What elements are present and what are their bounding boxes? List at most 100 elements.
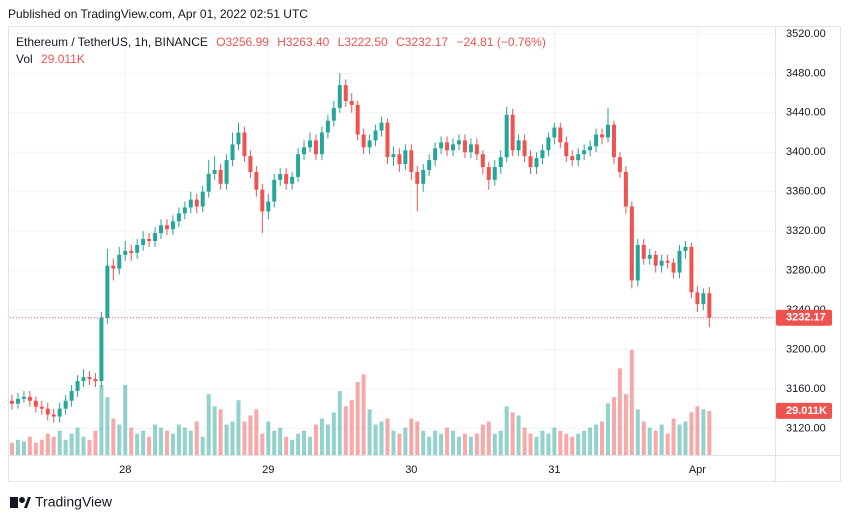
candle-body (492, 167, 497, 180)
volume-bar (57, 430, 62, 455)
volume-bar (594, 424, 599, 455)
candle-body (63, 400, 68, 409)
volume-bar (498, 430, 503, 455)
candle-body (290, 176, 295, 184)
candle-body (409, 150, 414, 172)
candle-body (552, 127, 557, 138)
candle-body (606, 124, 610, 138)
volume-bar (266, 421, 271, 455)
candle-body (69, 390, 74, 401)
volume-bar (200, 436, 205, 455)
volume-bar (480, 424, 485, 455)
volume-bar (284, 436, 289, 455)
candle-body (373, 130, 378, 141)
volume-bar (540, 430, 545, 455)
candle-body (695, 292, 700, 305)
candle-body (33, 400, 38, 407)
volume-bar (606, 403, 610, 455)
volume-bar (325, 424, 330, 455)
volume-bar (147, 436, 152, 455)
candle-body (439, 142, 444, 149)
candle-body (433, 148, 438, 161)
candle-body (200, 191, 205, 207)
volume-bar (75, 427, 80, 455)
volume-bar (671, 418, 676, 455)
candle-body (218, 169, 223, 184)
volume-bar (254, 409, 259, 455)
volume-bar (248, 415, 253, 455)
volume-bar (236, 400, 241, 455)
candle-body (486, 167, 491, 180)
candle-body (39, 406, 44, 409)
candle-body (546, 137, 551, 151)
candle-body (135, 244, 140, 253)
volume-bar (558, 430, 563, 455)
candle-body (564, 142, 569, 157)
volume-bar (15, 439, 20, 455)
candle-body (21, 396, 26, 399)
chart-frame (8, 26, 841, 482)
candle-body (188, 199, 193, 208)
volume-bar (659, 424, 664, 455)
volume-bar (409, 418, 414, 455)
volume-bar (427, 436, 432, 455)
candle-body (635, 244, 640, 281)
y-tick-label: 3400.00 (786, 146, 826, 158)
volume-bar (665, 433, 670, 455)
y-tick-label: 3480.00 (786, 67, 826, 79)
volume-bar (552, 427, 557, 455)
volume-bar (528, 433, 533, 455)
candle-body (582, 150, 587, 155)
candle-body (445, 142, 450, 151)
volume-bar (111, 418, 116, 455)
candle-body (147, 239, 152, 241)
volume-bar (99, 385, 104, 455)
candle-body (206, 173, 211, 192)
volume-bar (290, 439, 295, 455)
volume-bar (462, 433, 467, 455)
candle-body (308, 140, 312, 148)
candle-body (641, 244, 646, 259)
candle-body (153, 233, 158, 241)
volume-bar (576, 433, 581, 455)
y-tick-label: 3280.00 (786, 264, 826, 276)
candle-body (653, 254, 658, 266)
candle-body (242, 132, 247, 157)
volume-bar (135, 433, 140, 455)
volume-bar (105, 397, 110, 455)
volume-bar (123, 385, 128, 455)
volume-bar (611, 397, 616, 455)
y-tick-label: 3160.00 (786, 383, 826, 395)
volume-bar (296, 433, 301, 455)
candle-body (468, 144, 473, 153)
y-tick-label: 3520.00 (786, 28, 826, 40)
volume-bar (51, 436, 56, 455)
y-tick-label: 3120.00 (786, 422, 826, 434)
candle-body (415, 171, 420, 184)
y-tick-label: 3200.00 (786, 343, 826, 355)
candle-body (349, 100, 354, 105)
legend-main: Ethereum / TetherUS, 1h, BINANCE O3256.9… (16, 35, 551, 49)
volume-bar (45, 433, 50, 455)
volume-bar (468, 436, 473, 455)
candle-body (224, 160, 229, 184)
volume-bar (260, 433, 265, 455)
candle-body (391, 154, 396, 158)
candle-body (15, 398, 20, 404)
candle-body (319, 132, 324, 155)
volume-bar (629, 350, 634, 455)
candle-body (117, 254, 122, 269)
candle-body (623, 171, 628, 207)
volume-bar (701, 409, 706, 455)
candle-body (600, 134, 605, 138)
candle-body (451, 144, 456, 151)
candle-body (111, 265, 116, 269)
candle-body (296, 154, 301, 177)
volume-bar (486, 421, 491, 455)
candle-body (647, 254, 652, 259)
candles (10, 73, 712, 423)
volume-bar (194, 421, 199, 455)
candle-body (611, 124, 616, 158)
volume-bar (653, 430, 658, 455)
